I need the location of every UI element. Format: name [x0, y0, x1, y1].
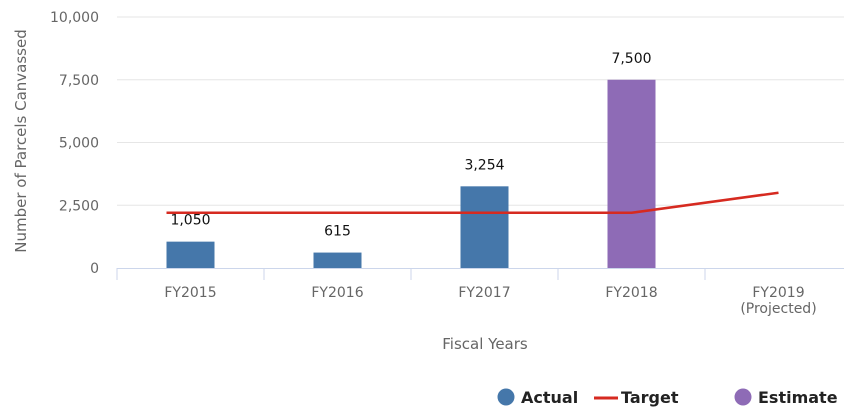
legend-label: Estimate [758, 388, 838, 407]
data-label: 3,254 [464, 157, 504, 173]
gridlines [117, 16, 844, 206]
data-label: 1,050 [170, 213, 210, 229]
legend-label: Actual [521, 388, 578, 407]
bars [166, 79, 656, 268]
x-tick-label: FY2018 [605, 285, 657, 301]
legend-item-estimate[interactable]: Estimate [734, 388, 838, 407]
bar-actual [166, 241, 215, 268]
data-label: 7,500 [611, 51, 651, 67]
x-tick-label: FY2017 [458, 285, 510, 301]
y-tick-label: 10,000 [50, 10, 99, 26]
target-line-path [166, 191, 779, 215]
bar-estimate [607, 79, 656, 268]
legend: Actual Target Estimate [497, 388, 838, 407]
legend-item-target[interactable]: Target [594, 388, 679, 407]
legend-label: Target [621, 388, 679, 407]
legend-item-actual[interactable]: Actual [497, 388, 579, 407]
x-tick-label: FY2016 [311, 285, 363, 301]
bar-actual [460, 186, 509, 268]
y-tick-label: 0 [90, 261, 99, 277]
x-tick-label: FY2015 [164, 285, 216, 301]
x-axis [116, 268, 844, 280]
y-tick-label: 7,500 [59, 73, 99, 89]
data-labels: 1,050 615 3,254 7,500 [170, 51, 651, 240]
x-tick-label: FY2019 [752, 285, 804, 301]
y-tick-label: 5,000 [59, 136, 99, 152]
legend-marker-actual [497, 388, 515, 406]
x-axis-title: Fiscal Years [442, 335, 528, 353]
target-line [166, 191, 779, 215]
legend-marker-estimate [734, 388, 752, 406]
x-tick-label: (Projected) [740, 301, 816, 317]
y-axis-title: Number of Parcels Canvassed [12, 29, 30, 253]
tick-labels: 0 2,500 5,000 7,500 10,000 FY2015 FY2016 FY2017… [50, 10, 817, 317]
data-label: 615 [324, 224, 351, 240]
bar-actual [313, 252, 362, 268]
y-tick-label: 2,500 [59, 198, 99, 214]
